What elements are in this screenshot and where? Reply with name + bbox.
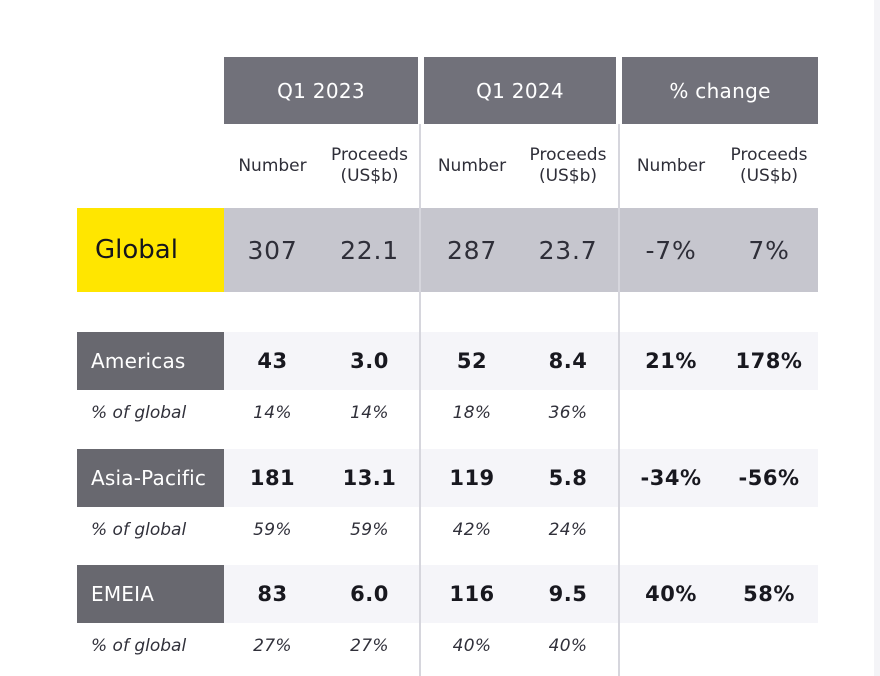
value-cell: 40% [622, 565, 720, 623]
subheader-number: Number [636, 156, 706, 176]
pct-cell: 59% [253, 519, 292, 540]
region-label: Asia-Pacific [77, 449, 224, 507]
subheader-proceeds: Proceeds (US$b) [720, 124, 818, 208]
subheader-proceeds-line1: Proceeds [529, 145, 607, 166]
pct-cell: 59% [350, 519, 389, 540]
value-cell: 3.0 [321, 332, 418, 390]
subheader-number: Number [437, 156, 507, 176]
global-label: Global [77, 208, 224, 292]
empty-cell [720, 623, 818, 668]
section-divider [618, 124, 620, 676]
gap [418, 449, 424, 507]
pct-cell: 27% [253, 635, 292, 656]
gap [418, 332, 424, 390]
subheader-spacer [77, 124, 224, 208]
value-cell: 22.1 [321, 208, 418, 292]
subheader-row: Number Proceeds (US$b) Number Proceeds (… [77, 124, 818, 208]
value-cell: 178% [720, 332, 818, 390]
empty-cell [720, 390, 818, 435]
pct-cell: 42% [452, 519, 492, 540]
subheader-proceeds-line2: (US$b) [538, 166, 598, 186]
value-cell: 7% [720, 208, 818, 292]
spacer [77, 435, 818, 449]
pct-cell: 40% [452, 635, 492, 656]
pct-cell: 14% [350, 402, 389, 423]
pct-cell: 14% [253, 402, 292, 423]
subheader-number: Number [238, 156, 307, 176]
value-cell: 6.0 [321, 565, 418, 623]
subheader-proceeds-line2: (US$b) [340, 166, 399, 186]
pct-row-americas: % of global 14% 14% 18% 36% [77, 390, 818, 435]
pct-cell: 27% [350, 635, 389, 656]
value-cell: 23.7 [520, 208, 616, 292]
value-cell: 287 [424, 208, 520, 292]
row-emeia: EMEIA 83 6.0 116 9.5 40% 58% [77, 565, 818, 623]
value-cell: 8.4 [520, 332, 616, 390]
value-cell: 307 [224, 208, 321, 292]
spacer [77, 292, 818, 332]
gap [418, 565, 424, 623]
row-global: Global 307 22.1 287 23.7 -7% 7% [77, 208, 818, 292]
value-cell: -7% [622, 208, 720, 292]
value-cell: 116 [424, 565, 520, 623]
value-cell: 13.1 [321, 449, 418, 507]
region-label: EMEIA [77, 565, 224, 623]
section-divider [419, 124, 421, 676]
empty-cell [720, 507, 818, 552]
col-header-q1-2023: Q1 2023 [224, 57, 418, 124]
pct-of-global-label: % of global [91, 402, 187, 423]
value-cell: 5.8 [520, 449, 616, 507]
ipo-comparison-table: Q1 2023 Q1 2024 % change Number Proceeds… [77, 57, 818, 668]
column-group-header-row: Q1 2023 Q1 2024 % change [77, 57, 818, 124]
col-header-pct-change: % change [622, 57, 818, 124]
value-cell: 83 [224, 565, 321, 623]
pct-row-emeia: % of global 27% 27% 40% 40% [77, 623, 818, 668]
value-cell: 9.5 [520, 565, 616, 623]
pct-row-asia-pacific: % of global 59% 59% 42% 24% [77, 507, 818, 552]
value-cell: 21% [622, 332, 720, 390]
pct-of-global-label: % of global [91, 519, 187, 540]
pct-cell: 24% [548, 519, 588, 540]
row-asia-pacific: Asia-Pacific 181 13.1 119 5.8 -34% -56% [77, 449, 818, 507]
value-cell: 119 [424, 449, 520, 507]
subheader-proceeds-line2: (US$b) [739, 166, 799, 186]
value-cell: 181 [224, 449, 321, 507]
region-label: Americas [77, 332, 224, 390]
pct-cell: 40% [548, 635, 588, 656]
spacer [77, 552, 818, 565]
pct-cell: 18% [452, 402, 492, 423]
subheader-proceeds-line1: Proceeds [730, 145, 808, 166]
empty-cell [622, 390, 720, 435]
pct-of-global-label: % of global [91, 635, 187, 656]
value-cell: 58% [720, 565, 818, 623]
subheader-proceeds-line1: Proceeds [331, 145, 408, 166]
empty-cell [622, 623, 720, 668]
value-cell: -56% [720, 449, 818, 507]
value-cell: 52 [424, 332, 520, 390]
pct-cell: 36% [548, 402, 588, 423]
subheader-proceeds: Proceeds (US$b) [321, 124, 418, 208]
row-americas: Americas 43 3.0 52 8.4 21% 178% [77, 332, 818, 390]
col-header-q1-2024: Q1 2024 [424, 57, 616, 124]
page-edge [874, 0, 880, 676]
gap [418, 208, 424, 292]
header-spacer [77, 57, 224, 124]
subheader-proceeds: Proceeds (US$b) [520, 124, 616, 208]
value-cell: 43 [224, 332, 321, 390]
value-cell: -34% [622, 449, 720, 507]
empty-cell [622, 507, 720, 552]
